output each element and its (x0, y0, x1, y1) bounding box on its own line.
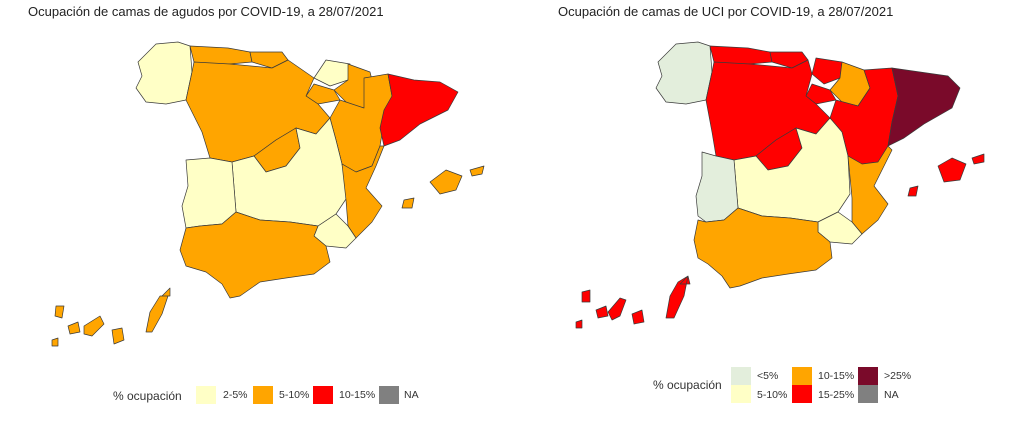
region-galicia[interactable] (135, 41, 193, 105)
legend-swatch-0 (196, 386, 216, 404)
legend-swatch-3 (379, 386, 399, 404)
region-pais-vasco[interactable] (313, 59, 351, 87)
legend-swatch-4 (858, 367, 878, 385)
legend-label-3: 15-25% (818, 389, 855, 401)
legend-title: % ocupación (113, 389, 182, 403)
legend-swatch-5 (858, 385, 878, 403)
legend-label-0: <5% (757, 370, 779, 382)
legend-label-5: NA (884, 389, 899, 401)
region-comunidad-valenciana[interactable] (341, 145, 385, 239)
legend-title: % ocupación (653, 378, 722, 392)
legend-swatch-2 (313, 386, 333, 404)
region-extremadura[interactable] (695, 151, 739, 223)
region-andalucia[interactable] (179, 211, 331, 299)
region-canarias[interactable] (575, 275, 691, 329)
region-galicia[interactable] (655, 41, 713, 105)
region-cataluna[interactable] (887, 67, 961, 147)
map-title: Ocupación de camas de agudos por COVID-1… (28, 4, 384, 19)
legend-label-0: 2-5% (223, 389, 248, 401)
legend-label-3: NA (404, 389, 419, 401)
choropleth-map-acute (51, 41, 485, 347)
region-pais-vasco[interactable] (811, 57, 843, 85)
legend-icu: % ocupación <5% 5-10% 10-15% 15-25% >25%… (520, 362, 1020, 422)
region-baleares[interactable] (907, 153, 985, 197)
region-cataluna[interactable] (379, 73, 459, 147)
legend-swatch-1 (253, 386, 273, 404)
legend-acute: % ocupación 2-5% 5-10% 10-15% NA (0, 380, 500, 420)
choropleth-map-icu (575, 41, 985, 329)
legend-label-4: >25% (884, 370, 912, 382)
map-panel-acute: Ocupación de camas de agudos por COVID-1… (0, 0, 500, 431)
region-andalucia[interactable] (693, 207, 833, 289)
legend-label-2: 10-15% (818, 370, 855, 382)
region-extremadura[interactable] (181, 157, 237, 229)
region-baleares[interactable] (401, 165, 485, 209)
legend-label-1: 5-10% (279, 389, 310, 401)
legend-swatch-3 (792, 385, 812, 403)
legend-label-2: 10-15% (339, 389, 376, 401)
legend-swatch-0 (731, 367, 751, 385)
legend-swatch-1 (731, 385, 751, 403)
region-canarias[interactable] (51, 287, 171, 347)
legend-swatch-2 (792, 367, 812, 385)
map-panel-icu: Ocupación de camas de UCI por COVID-19, … (520, 0, 1020, 431)
legend-label-1: 5-10% (757, 389, 788, 401)
region-comunidad-valenciana[interactable] (847, 145, 893, 235)
region-la-rioja[interactable] (305, 83, 341, 105)
region-la-rioja[interactable] (805, 83, 837, 105)
map-title: Ocupación de camas de UCI por COVID-19, … (558, 4, 894, 19)
